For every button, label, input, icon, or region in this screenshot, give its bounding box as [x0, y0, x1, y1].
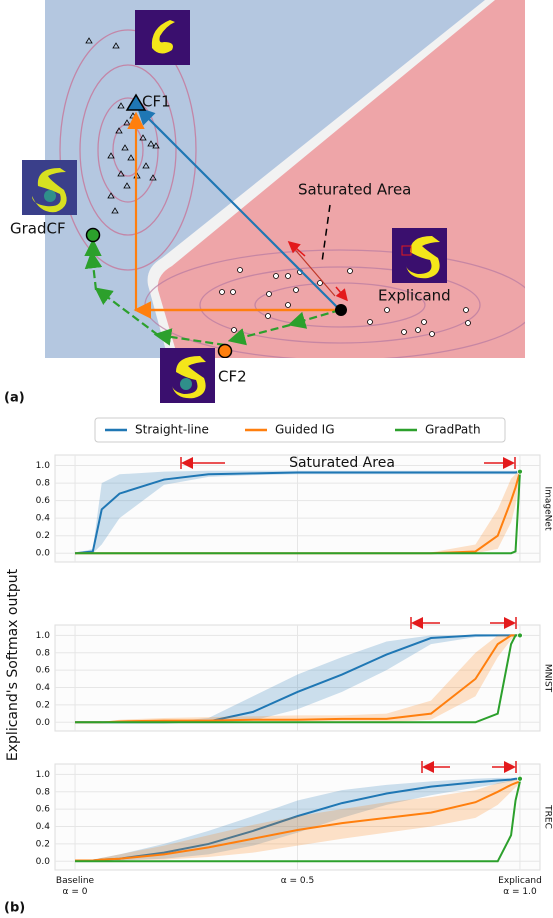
digit-image: [22, 160, 77, 215]
explicand-point: [517, 776, 522, 781]
y-tick-label: 1.0: [36, 631, 51, 641]
saturated-label: Saturated Area: [298, 181, 411, 199]
panel-label: (a): [4, 391, 25, 406]
y-tick-label: 0.8: [36, 648, 51, 658]
cf2-marker: [219, 345, 232, 358]
digit-image: [392, 228, 447, 283]
cf1-label: CF1: [142, 93, 171, 111]
y-tick-label: 0.4: [36, 822, 51, 832]
y-tick-label: 0.0: [36, 857, 51, 867]
y-tick-label: 0.2: [36, 700, 50, 710]
gradcf-label: GradCF: [10, 220, 66, 238]
x-tick-label: α = 0.5: [281, 876, 315, 886]
explicand-label: Explicand: [378, 287, 451, 305]
legend-label: Guided IG: [275, 423, 335, 437]
digit-image: [135, 10, 190, 65]
facet-label: MNIST: [543, 664, 553, 693]
facet-label: TREC: [543, 804, 553, 829]
annotation: Saturated Area: [289, 455, 395, 471]
y-tick-label: 0.0: [36, 718, 51, 728]
y-tick-label: 0.4: [36, 683, 51, 693]
y-tick-label: 0.6: [36, 666, 51, 676]
explicand-point: [517, 469, 522, 474]
y-tick-label: 0.2: [36, 839, 50, 849]
legend-label: GradPath: [425, 423, 481, 437]
figure: CF1 Saturated Area GradCF Explicand CF2 …: [0, 0, 553, 918]
y-tick-label: 0.2: [36, 531, 50, 541]
y-tick-label: 0.8: [36, 479, 51, 489]
y-tick-label: 0.4: [36, 514, 51, 524]
legend-label: Straight-line: [135, 423, 209, 437]
panel-a: [45, 0, 535, 360]
y-axis-label: Explicand's Softmax output: [5, 568, 21, 761]
y-tick-label: 1.0: [36, 770, 51, 780]
cf2-label: CF2: [218, 368, 247, 386]
panel-label: (b): [4, 901, 25, 916]
facet-label: ImageNet: [543, 487, 553, 531]
digit-image: [160, 348, 215, 403]
y-tick-label: 0.0: [36, 549, 51, 559]
y-tick-label: 1.0: [36, 461, 51, 471]
y-tick-label: 0.6: [36, 805, 51, 815]
y-tick-label: 0.8: [36, 787, 51, 797]
gradcf-marker: [87, 229, 100, 242]
y-tick-label: 0.6: [36, 496, 51, 506]
explicand-point: [517, 633, 522, 638]
explicand-marker: [335, 304, 347, 316]
